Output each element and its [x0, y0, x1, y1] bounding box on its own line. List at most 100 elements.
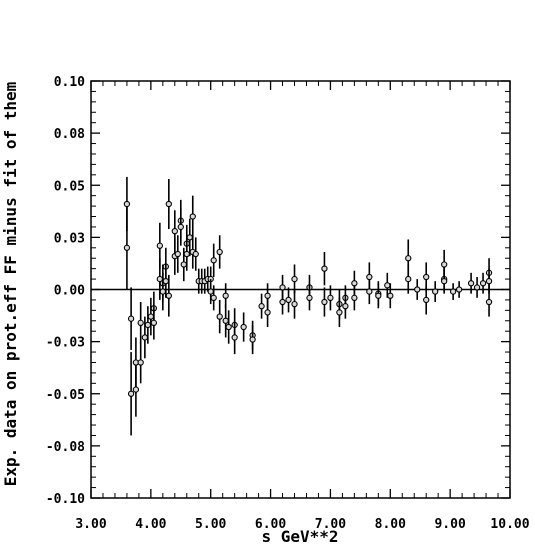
point-marker [291, 300, 298, 308]
data-point [165, 178, 172, 230]
data-point [210, 243, 217, 277]
data-point [449, 283, 457, 300]
point-marker [258, 303, 265, 310]
point-marker [336, 309, 343, 316]
data-point [192, 237, 199, 271]
point-marker [375, 292, 382, 299]
data-point [432, 281, 439, 303]
point-marker [485, 298, 493, 306]
point-marker [249, 336, 256, 343]
data-point [186, 218, 193, 257]
point-marker [222, 292, 229, 299]
point-marker [327, 294, 334, 301]
point-marker [449, 288, 457, 295]
point-marker [432, 288, 439, 295]
y-tick-label: -0.10 [46, 492, 85, 507]
y-axis-ticks: -0.10 -0.08 -0.05 -0.03 0.00 0.03 0.05 0.08 0.10 [46, 75, 510, 507]
point-marker [171, 227, 178, 235]
data-point [137, 302, 144, 344]
data-point [189, 195, 196, 238]
point-marker [216, 313, 223, 320]
data-point [479, 272, 487, 294]
point-marker [127, 315, 135, 322]
x-tick-label: 6.00 [255, 517, 286, 532]
data-point [174, 235, 181, 273]
data-point [375, 283, 382, 309]
data-point [159, 272, 166, 311]
point-marker [132, 386, 140, 393]
point-marker [321, 298, 328, 306]
point-marker [137, 319, 144, 327]
point-marker [423, 296, 430, 304]
point-marker [306, 294, 313, 301]
point-marker [473, 284, 481, 291]
data-point [258, 293, 265, 319]
point-marker [455, 286, 463, 293]
point-marker [321, 265, 328, 272]
point-marker [279, 284, 286, 291]
data-point [231, 320, 238, 355]
point-marker [165, 200, 172, 208]
point-marker [485, 278, 493, 285]
data-point [485, 287, 493, 317]
data-point [165, 274, 172, 317]
point-marker [127, 390, 135, 397]
data-point [327, 285, 334, 311]
data-point [423, 285, 430, 315]
point-marker [192, 250, 199, 258]
point-marker [279, 298, 286, 306]
x-axis-title: s GeV**2 [261, 527, 338, 546]
x-tick-label: 7.00 [315, 517, 346, 532]
point-marker [441, 278, 448, 285]
point-marker [291, 275, 298, 283]
data-point [414, 279, 421, 300]
point-marker [207, 288, 214, 295]
point-marker [366, 273, 373, 281]
point-marker [423, 273, 430, 281]
x-tick-label: 3.00 [75, 517, 106, 532]
y-tick-label: 0.00 [54, 284, 85, 299]
y-tick-label: -0.05 [46, 388, 85, 403]
point-marker [162, 278, 169, 285]
data-point [216, 299, 223, 334]
y-tick-label: 0.05 [54, 179, 85, 194]
data-point [222, 304, 229, 338]
x-tick-label: 5.00 [195, 517, 226, 532]
point-marker [240, 323, 247, 331]
data-point [306, 285, 313, 311]
point-marker [137, 359, 144, 366]
data-point [127, 352, 135, 436]
data-point [240, 312, 247, 342]
point-marker [264, 309, 271, 316]
data-point [127, 287, 135, 350]
y-tick-label: -0.03 [46, 336, 85, 351]
data-point [264, 283, 271, 309]
point-marker [156, 242, 163, 249]
point-marker [387, 292, 394, 299]
data-point [249, 324, 256, 355]
point-marker [405, 275, 412, 283]
data-point [366, 279, 373, 305]
data-point [455, 281, 463, 298]
point-marker [366, 288, 373, 295]
point-marker [123, 244, 131, 251]
data-point [321, 251, 328, 286]
data-point [177, 208, 184, 246]
data-point [291, 289, 298, 319]
data-point [441, 268, 448, 294]
point-marker [186, 234, 193, 241]
y-axis-title: Exp. data on prot.eff FF minus fit of th… [1, 81, 20, 486]
x-tick-label: 10.00 [490, 517, 529, 532]
data-point [123, 206, 131, 290]
y-tick-label: 0.10 [54, 75, 85, 90]
point-marker [210, 257, 217, 264]
x-tick-label: 4.00 [135, 517, 166, 532]
point-marker [210, 294, 217, 301]
point-marker [123, 200, 131, 208]
data-point [405, 264, 412, 294]
point-marker [180, 261, 187, 268]
x-tick-label: 8.00 [375, 517, 406, 532]
data-point [285, 287, 292, 313]
point-marker [183, 250, 190, 258]
